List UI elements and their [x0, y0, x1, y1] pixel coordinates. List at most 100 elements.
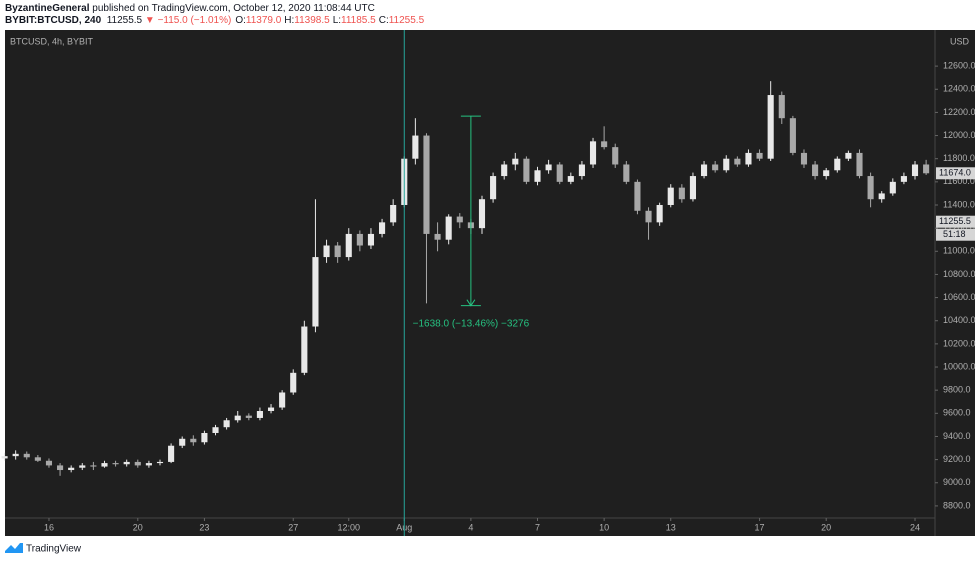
- measure-arrow: [466, 299, 476, 307]
- candle-body: [423, 135, 430, 234]
- y-tick-label: 10600.0: [943, 292, 976, 302]
- price-label: 11674.0: [939, 168, 971, 178]
- candle-body: [645, 210, 652, 223]
- measure-label: −1638.0 (−13.46%) −3276: [413, 318, 530, 329]
- y-tick-label: 10200.0: [943, 338, 976, 348]
- candle-body: [923, 164, 930, 174]
- candle-body: [356, 233, 363, 246]
- x-tick-label: 27: [288, 522, 298, 532]
- y-tick-label: 12200.0: [943, 107, 976, 117]
- logo: [5, 543, 23, 553]
- candle-body: [23, 453, 30, 458]
- candle-body: [712, 164, 719, 171]
- y-tick-label: 11000.0: [943, 246, 975, 256]
- candle-body: [623, 164, 630, 182]
- candle-body: [234, 415, 241, 421]
- candle-body: [279, 392, 286, 408]
- candle-body: [312, 257, 319, 327]
- candle-body: [723, 158, 730, 171]
- ohlc-value: 11185.5: [341, 15, 376, 26]
- y-tick-label: 9400.0: [943, 431, 971, 441]
- candle-body: [1, 456, 8, 459]
- candle-body: [478, 199, 486, 229]
- candle-body: [367, 233, 375, 246]
- candle-body: [490, 176, 497, 200]
- candle-body: [445, 216, 452, 240]
- candle-body: [834, 158, 841, 171]
- candle-body: [323, 245, 330, 258]
- candle-body: [678, 187, 685, 200]
- candle-body: [301, 326, 308, 373]
- candle-body: [501, 164, 508, 177]
- price-label: 11255.5: [939, 216, 971, 226]
- candle-body: [534, 170, 541, 182]
- y-tick-label: 9800.0: [943, 385, 971, 395]
- candle-body: [201, 432, 208, 443]
- ohlc-value: 11379.0: [245, 15, 282, 26]
- ohlc-label: L:: [332, 15, 342, 26]
- currency: USD: [950, 36, 970, 46]
- candle-body: [656, 204, 663, 223]
- chart-legend: BTCUSD, 4h, BYBIT: [10, 36, 94, 46]
- candle-body: [145, 463, 152, 466]
- y-tick-label: 11600.0: [943, 176, 975, 186]
- countdown-box: [936, 228, 975, 241]
- x-tick-label: 24: [910, 522, 920, 532]
- candle-body: [156, 461, 164, 464]
- candle-body: [856, 152, 863, 177]
- y-tick-label: 9200.0: [943, 454, 971, 464]
- candle-body: [911, 164, 919, 177]
- x-tick-label: 12:00: [337, 522, 360, 532]
- price-label-box: [936, 215, 975, 228]
- candle-body: [745, 152, 752, 165]
- candle-body: [134, 461, 141, 466]
- candle-body: [789, 118, 796, 153]
- candle-body: [57, 465, 64, 471]
- candle-body: [878, 193, 885, 200]
- y-tick-label: 12400.0: [943, 84, 976, 94]
- candle-body: [34, 457, 41, 461]
- author: ByzantineGeneral: [5, 3, 90, 14]
- y-tick-label: 12600.0: [943, 60, 976, 70]
- candle-body: [434, 233, 441, 240]
- candle-body: [845, 152, 852, 159]
- candle-body: [867, 176, 874, 200]
- candle-body: [512, 158, 519, 165]
- candle-body: [334, 245, 341, 258]
- candle-body: [556, 164, 563, 182]
- candle-body: [345, 233, 352, 258]
- x-tick-label: 7: [535, 522, 540, 532]
- candle-body: [812, 164, 819, 177]
- last-price: 11255.5: [106, 15, 143, 26]
- footer-brand: TradingView: [26, 544, 82, 555]
- candle-body: [112, 463, 119, 465]
- x-tick-label: 20: [133, 522, 143, 532]
- candle-body: [90, 465, 97, 467]
- y-tick-label: 8800.0: [943, 500, 971, 510]
- candle-body: [778, 95, 785, 119]
- candle-body: [823, 170, 830, 177]
- candle-body: [900, 176, 907, 182]
- ohlc-value: 11255.5: [388, 15, 425, 26]
- candle-body: [179, 438, 186, 446]
- ohlc-label: O:: [235, 15, 246, 26]
- candle-body: [256, 411, 263, 418]
- candle-body: [767, 95, 774, 159]
- candle-body: [756, 152, 763, 159]
- candle-body: [701, 164, 708, 177]
- candle-body: [689, 176, 697, 200]
- candle-body: [456, 216, 463, 223]
- countdown: 51:18: [943, 229, 966, 239]
- candle-body: [123, 461, 130, 465]
- candle-body: [190, 438, 197, 443]
- header-line: ByzantineGeneral published on TradingVie…: [5, 3, 375, 14]
- x-tick-label: 16: [44, 522, 54, 532]
- candle-body: [734, 158, 741, 165]
- candle-body: [267, 407, 275, 412]
- symbol-line: BYBIT:BTCUSD, 240 11255.5 ▼ −115.0 (−1.0…: [5, 15, 427, 26]
- candle-body: [612, 147, 619, 165]
- candle-body: [800, 152, 808, 165]
- candle-body: [168, 445, 175, 462]
- candle-body: [578, 164, 585, 177]
